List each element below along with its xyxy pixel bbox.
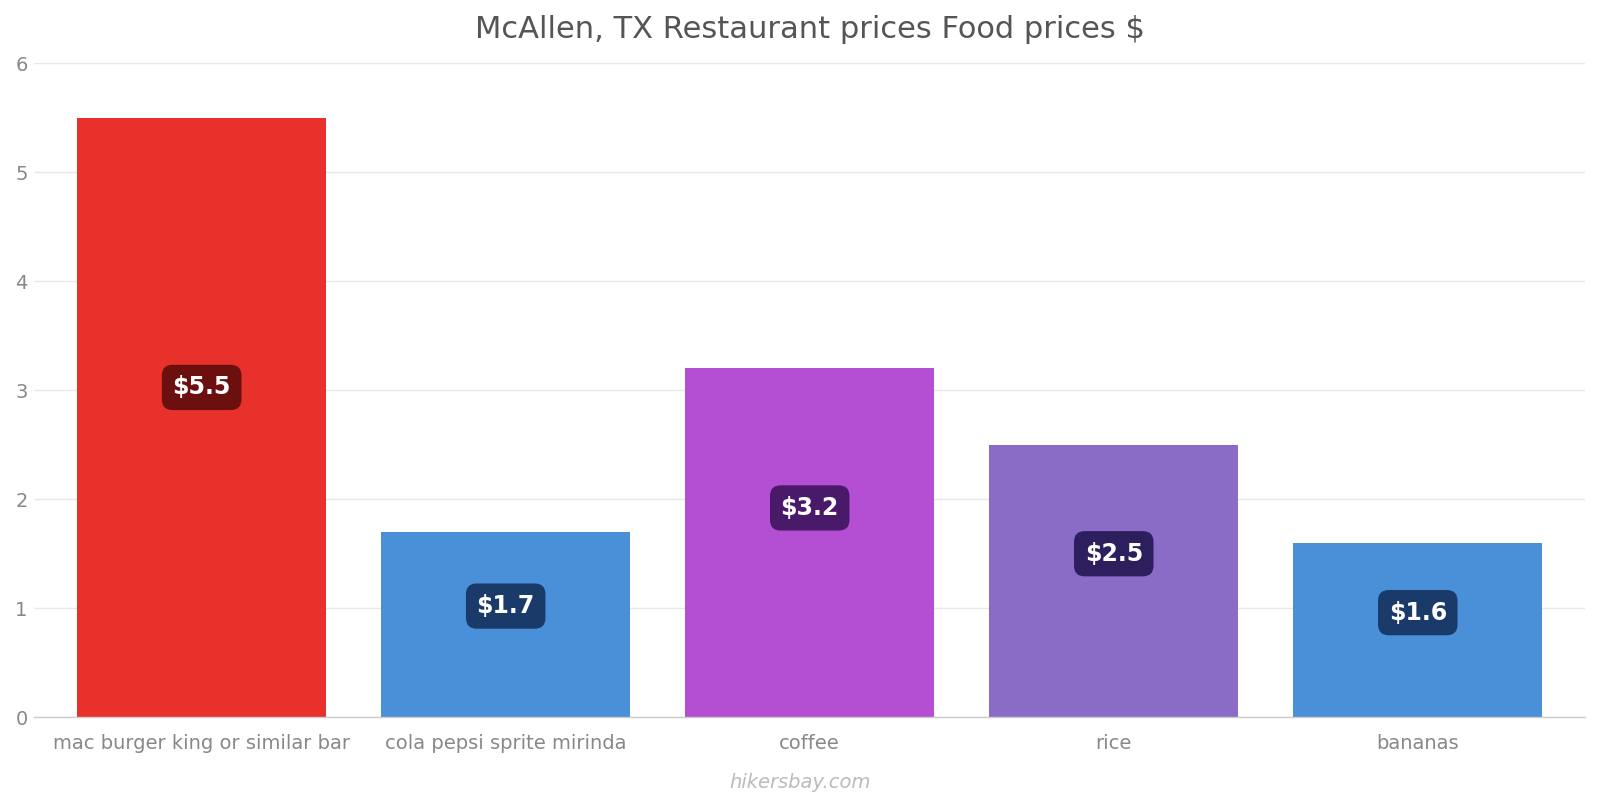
- Bar: [77, 118, 326, 718]
- Text: $5.5: $5.5: [173, 375, 230, 399]
- Text: $1.7: $1.7: [477, 594, 534, 618]
- Text: $2.5: $2.5: [1085, 542, 1142, 566]
- Bar: [685, 368, 934, 718]
- Text: $3.2: $3.2: [781, 496, 838, 520]
- Bar: [381, 532, 630, 718]
- Title: McAllen, TX Restaurant prices Food prices $: McAllen, TX Restaurant prices Food price…: [475, 15, 1144, 44]
- Bar: [989, 445, 1238, 718]
- Bar: [1293, 543, 1542, 718]
- Text: hikersbay.com: hikersbay.com: [730, 773, 870, 792]
- Text: $1.6: $1.6: [1389, 601, 1446, 625]
